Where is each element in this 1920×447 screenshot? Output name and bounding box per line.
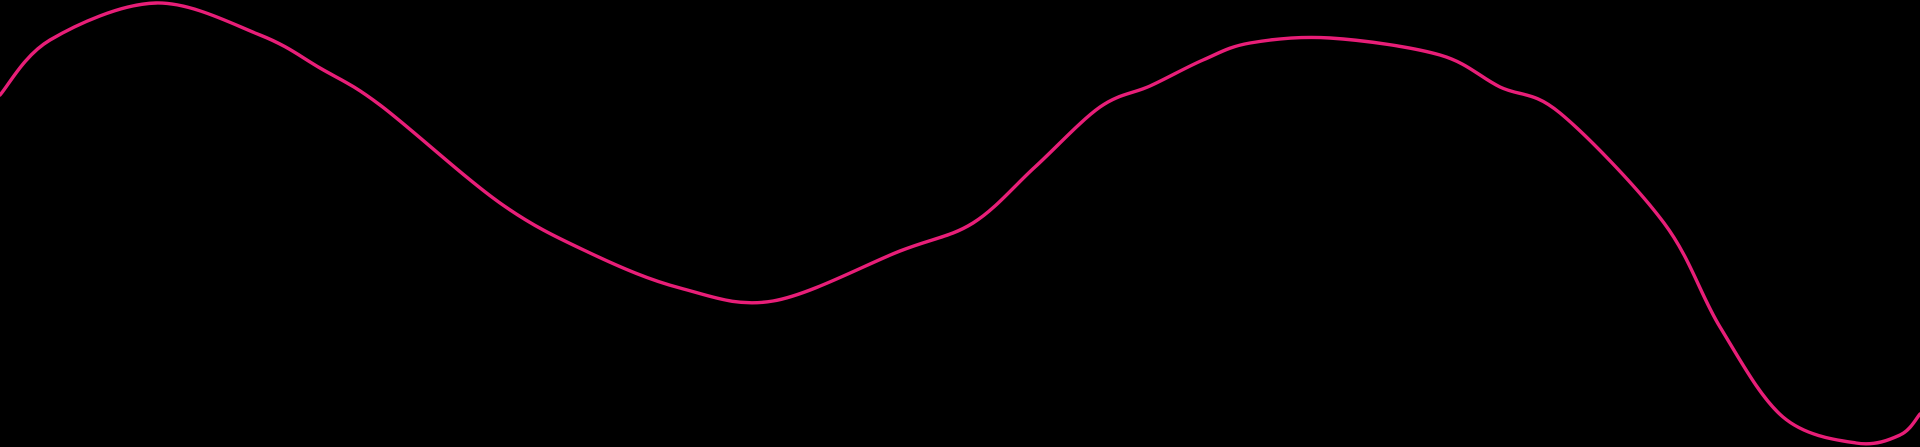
- wave-chart-svg: [0, 1, 1920, 446]
- pink-wave-curve-line: [0, 1, 1920, 446]
- curve-canvas: [0, 1, 1920, 446]
